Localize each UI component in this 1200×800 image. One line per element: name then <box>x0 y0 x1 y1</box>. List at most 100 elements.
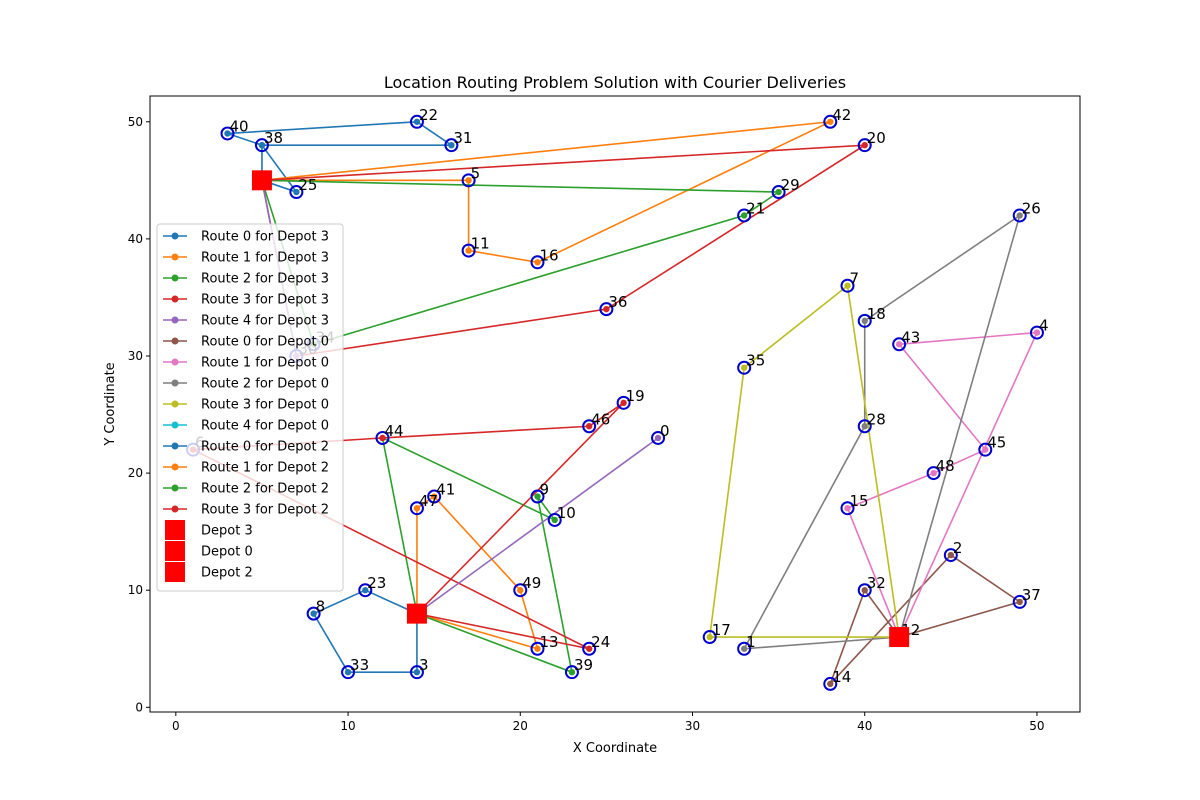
legend-marker <box>171 274 179 282</box>
route-line-10 <box>312 589 418 673</box>
depots-layer <box>251 170 910 648</box>
legend-item: Route 2 for Depot 3 <box>163 272 329 287</box>
x-tick-label: 40 <box>857 719 872 733</box>
route-point <box>861 141 868 149</box>
customer-node <box>289 185 304 200</box>
legend-item: Route 1 for Depot 3 <box>163 251 329 266</box>
route-point <box>654 434 662 442</box>
customer-node <box>254 138 269 153</box>
legend-item: Route 1 for Depot 0 <box>163 356 329 371</box>
y-tick-label: 10 <box>128 583 143 597</box>
node-label: 19 <box>626 387 645 405</box>
legend-marker <box>171 295 179 303</box>
customer-node <box>857 419 872 434</box>
node-label: 35 <box>746 352 765 370</box>
node-label: 23 <box>367 574 386 592</box>
node-label: 3 <box>419 656 429 674</box>
route-point <box>448 141 455 149</box>
legend-marker <box>171 232 179 240</box>
node-label: 44 <box>385 422 404 440</box>
customer-node <box>771 185 786 200</box>
node-label: 1 <box>746 633 756 651</box>
legend-item: Route 0 for Depot 3 <box>163 230 329 245</box>
legend-label: Route 1 for Depot 2 <box>201 461 329 476</box>
route-point <box>740 212 748 219</box>
legend-label: Route 4 for Depot 0 <box>201 419 329 434</box>
route-point <box>465 247 472 254</box>
route-point <box>982 446 989 453</box>
legend-item: Route 4 for Depot 0 <box>163 419 329 434</box>
legend-item: Route 3 for Depot 0 <box>163 398 329 413</box>
route-line-12 <box>381 436 574 674</box>
legend-marker <box>171 316 179 324</box>
legend-label: Route 3 for Depot 2 <box>201 503 329 518</box>
x-tick-label: 0 <box>172 719 180 733</box>
route-point <box>844 282 851 289</box>
route-5 <box>827 551 1023 688</box>
legend-marker <box>171 379 179 387</box>
customer-node <box>409 501 424 516</box>
route-point <box>534 645 541 652</box>
route-point <box>895 341 903 348</box>
plot-frame <box>149 95 1081 713</box>
legend-depot-marker <box>165 520 185 540</box>
route-point <box>430 493 438 500</box>
customer-node <box>840 501 855 516</box>
node-label: 13 <box>540 633 559 651</box>
customer-node <box>926 466 941 481</box>
node-label: 37 <box>1022 586 1041 604</box>
customer-node <box>513 583 528 598</box>
customer-node <box>358 583 373 598</box>
route-point <box>740 364 748 371</box>
depot-marker <box>406 603 427 624</box>
route-point <box>568 668 576 676</box>
customer-node <box>978 442 993 457</box>
customer-node <box>857 583 872 598</box>
route-point <box>1016 212 1023 219</box>
legend-item: Route 1 for Depot 2 <box>163 461 329 476</box>
legend-marker <box>171 337 179 345</box>
customer-node <box>599 302 614 317</box>
node-label: 38 <box>264 129 283 147</box>
node-label: 29 <box>781 176 800 194</box>
legend-item: Route 0 for Depot 2 <box>163 440 329 455</box>
y-tick-label: 0 <box>135 700 143 714</box>
customer-node <box>737 208 752 223</box>
node-label: 18 <box>867 305 886 323</box>
legend-item: Route 3 for Depot 2 <box>163 503 329 518</box>
route-point <box>706 633 713 641</box>
legend-label: Depot 2 <box>201 566 253 581</box>
node-label: 47 <box>419 492 438 510</box>
node-label: 11 <box>471 235 490 253</box>
node-label: 14 <box>832 668 851 686</box>
legend-label: Route 3 for Depot 0 <box>201 398 329 413</box>
route-point <box>258 141 266 149</box>
route-point <box>603 305 610 313</box>
route-point <box>413 505 421 512</box>
legend-item: Route 3 for Depot 3 <box>163 293 329 308</box>
customer-node <box>409 114 424 129</box>
customer-node <box>306 606 321 621</box>
route-point <box>861 423 868 430</box>
node-label: 39 <box>574 656 593 674</box>
legend-marker <box>171 400 179 408</box>
customer-node <box>547 512 562 527</box>
customer-node <box>823 676 838 691</box>
legend-item: Depot 3 <box>165 520 253 540</box>
route-line-11 <box>416 495 539 650</box>
node-label: 28 <box>867 410 886 428</box>
node-label: 9 <box>540 481 550 499</box>
node-label: 20 <box>867 129 886 147</box>
customer-node <box>409 665 424 680</box>
node-label: 31 <box>453 129 472 147</box>
node-label: 16 <box>540 246 559 264</box>
legend-item: Route 2 for Depot 0 <box>163 377 329 392</box>
route-point <box>293 188 300 196</box>
node-label: 4 <box>1039 317 1049 335</box>
node-label: 21 <box>746 199 765 217</box>
route-line-5 <box>829 554 1022 685</box>
node-label: 24 <box>591 633 610 651</box>
legend-marker <box>171 358 179 366</box>
route-point <box>1033 329 1041 336</box>
customer-node <box>737 641 752 656</box>
